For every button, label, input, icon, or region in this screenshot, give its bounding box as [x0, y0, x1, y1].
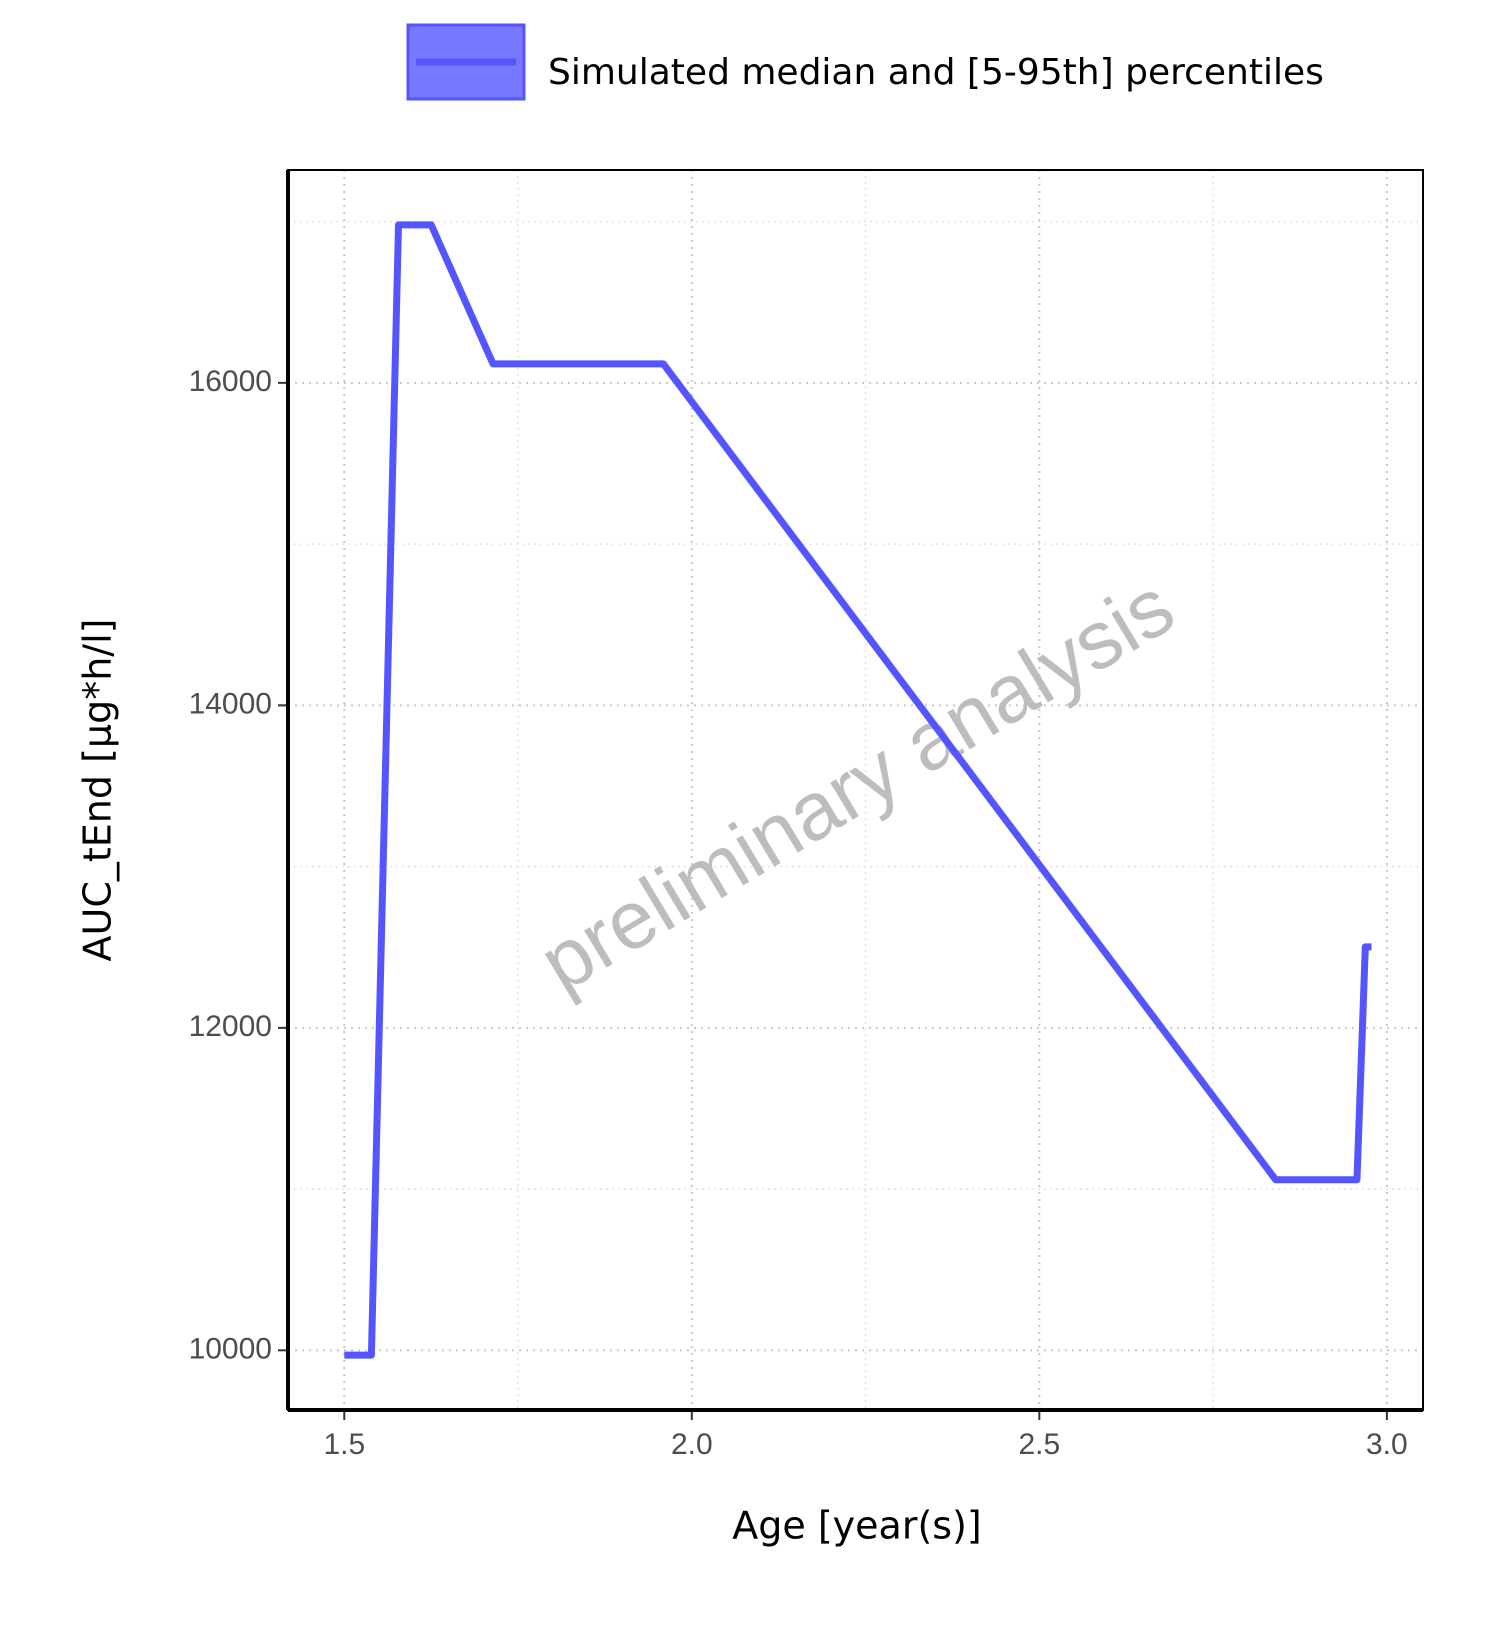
- x-tick-label: 1.5: [323, 1428, 365, 1461]
- x-tick-label: 2.0: [671, 1428, 713, 1461]
- legend-label: Simulated median and [5-95th] percentile…: [548, 52, 1324, 93]
- y-tick-label: 12000: [189, 1010, 272, 1043]
- x-tick-label: 3.0: [1366, 1428, 1408, 1461]
- line: [344, 221, 1372, 1359]
- y-tick-label: 10000: [189, 1332, 272, 1365]
- y-tick-label: 16000: [189, 365, 272, 398]
- y-axis-title: AUC_tEnd [µg*h/l]: [76, 619, 120, 962]
- y-tick-label: 14000: [189, 687, 272, 720]
- x-tick-label: 2.5: [1018, 1428, 1060, 1461]
- x-axis-title: Age [year(s)]: [732, 1504, 981, 1548]
- watermark: preliminary analysis: [525, 561, 1189, 1010]
